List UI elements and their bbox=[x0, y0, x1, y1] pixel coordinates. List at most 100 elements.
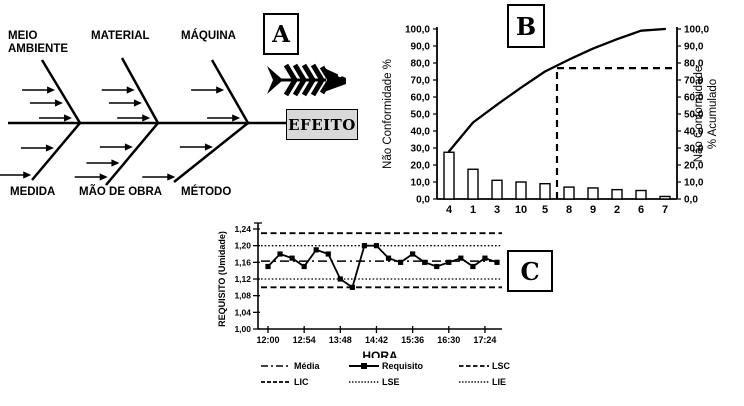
x-category-label: 6 bbox=[638, 204, 644, 216]
ishikawa-panel: MEIO AMBIENTE MATERIAL MÁQUINA MEDIDA MÃ… bbox=[0, 0, 375, 206]
legend-item-lse: LSE bbox=[349, 377, 459, 387]
cause-arrowhead bbox=[23, 171, 32, 179]
cause-label-mao-de-obra: MÃO DE OBRA bbox=[79, 186, 163, 198]
x-category-label: 10 bbox=[515, 204, 527, 216]
cause-arrowhead bbox=[45, 144, 54, 152]
panel-c-tag: C bbox=[507, 250, 553, 292]
y-tick-label-right: 10,0 bbox=[684, 178, 704, 189]
dotted-line-icon bbox=[349, 381, 379, 383]
pareto-bar bbox=[611, 188, 623, 200]
cause-arrowhead bbox=[63, 114, 72, 122]
data-point-marker bbox=[349, 284, 355, 290]
pareto-bar bbox=[587, 187, 599, 200]
y-tick-label: 1,24 bbox=[234, 224, 251, 234]
cause-label-medida: MEDIDA bbox=[10, 186, 56, 198]
cause-arrowhead bbox=[133, 99, 142, 107]
cause-arrowhead bbox=[142, 114, 151, 122]
fishbone-bone bbox=[210, 59, 250, 124]
legend-label-media: Média bbox=[294, 361, 320, 371]
x-category-label: 3 bbox=[494, 204, 500, 216]
pareto-bar bbox=[467, 168, 479, 200]
cause-arrowhead bbox=[167, 173, 176, 181]
x-tick-label: 14:42 bbox=[365, 335, 388, 345]
pareto-bar bbox=[443, 151, 455, 200]
data-point-marker bbox=[337, 276, 343, 282]
x-tick-label: 16:30 bbox=[437, 335, 460, 345]
data-point-marker bbox=[325, 251, 331, 257]
y-tick-label-right: 20,0 bbox=[684, 161, 704, 172]
control-chart-legend: Média Requisito LSC LIC bbox=[261, 361, 531, 387]
y-tick-label-right: 80,0 bbox=[684, 59, 704, 70]
cause-arrowhead bbox=[216, 86, 225, 94]
fishbone-bone bbox=[105, 122, 159, 186]
x-category-label: 5 bbox=[542, 204, 548, 216]
y-tick-label: 1,04 bbox=[234, 307, 251, 317]
data-point-marker bbox=[301, 263, 307, 270]
y-tick-label-left: 50,0 bbox=[411, 110, 431, 121]
y-tick-label-left: 70,0 bbox=[411, 76, 431, 87]
legend-label-lie: LIE bbox=[492, 377, 507, 387]
x-tick-label: 17:24 bbox=[473, 335, 496, 345]
y-tick-label-right: 30,0 bbox=[684, 144, 704, 155]
pareto-bar bbox=[515, 181, 527, 200]
right-axis-title-line1: Não Conformidade bbox=[693, 66, 705, 163]
legend-label-lse: LSE bbox=[382, 377, 400, 387]
cause-arrowhead bbox=[204, 143, 213, 151]
legend-label-lsc: LSC bbox=[492, 361, 510, 371]
y-tick-label-left: 40,0 bbox=[411, 127, 431, 138]
pareto-bar bbox=[659, 195, 671, 200]
x-category-label: 2 bbox=[614, 204, 620, 216]
cause-arrowhead bbox=[111, 159, 120, 167]
data-point-marker bbox=[313, 247, 319, 253]
control-chart-panel: 1,00 1,04 1,08 1,12 1,16 1,20 1,24 12:00 12:54 13… bbox=[185, 206, 625, 406]
fish-skeleton-icon bbox=[267, 63, 346, 97]
data-point-marker bbox=[373, 243, 380, 249]
data-point-marker bbox=[482, 255, 488, 261]
y-tick-label-left: 0,0 bbox=[416, 195, 430, 206]
cause-label-metodo: MÉTODO bbox=[181, 186, 232, 198]
legend-item-lsc: LSC bbox=[459, 361, 531, 371]
pareto-bar bbox=[563, 186, 575, 200]
dotted-line-icon bbox=[459, 381, 489, 383]
x-tick-label: 15:36 bbox=[401, 335, 424, 345]
legend-item-lie: LIE bbox=[459, 377, 531, 387]
data-point-marker bbox=[422, 259, 428, 265]
legend-label-requisito: Requisito bbox=[382, 361, 424, 371]
y-axis-title: REQUISITO (Umidade) bbox=[217, 231, 227, 327]
y-tick-label: 1,12 bbox=[234, 274, 251, 284]
right-axis-title-line2: % Acumulado bbox=[707, 79, 719, 149]
y-tick-label: 1,00 bbox=[234, 324, 251, 334]
data-point-marker bbox=[494, 259, 500, 265]
y-tick-label-right: 50,0 bbox=[684, 110, 704, 121]
pareto-bar bbox=[539, 182, 551, 200]
panel-b-tag: B bbox=[507, 4, 545, 48]
data-point-marker bbox=[410, 251, 416, 257]
control-chart: 1,00 1,04 1,08 1,12 1,16 1,20 1,24 12:00 12:54 13… bbox=[217, 222, 502, 358]
data-point-marker bbox=[265, 263, 271, 270]
data-point-marker bbox=[385, 255, 392, 261]
data-point-marker bbox=[470, 263, 476, 270]
solid-line-square-marker-icon bbox=[349, 363, 379, 369]
data-point-marker bbox=[361, 243, 368, 249]
cause-label-material: MATERIAL bbox=[91, 30, 150, 42]
y-tick-label-right: 60,0 bbox=[684, 93, 704, 104]
cause-arrowhead bbox=[232, 114, 241, 122]
data-point-marker bbox=[289, 255, 295, 261]
left-axis-title: Não Conformidade % bbox=[382, 59, 394, 169]
data-point-marker bbox=[434, 263, 440, 270]
y-tick-label-right: 100,0 bbox=[684, 25, 709, 36]
x-tick-label: 12:00 bbox=[256, 335, 279, 345]
y-tick-label: 1,08 bbox=[234, 291, 251, 301]
pareto-bar bbox=[491, 179, 503, 200]
cause-arrowhead bbox=[124, 143, 133, 151]
y-tick-label-left: 90,0 bbox=[411, 42, 431, 53]
x-tick-label: 13:48 bbox=[329, 335, 352, 345]
cause-arrowhead bbox=[126, 86, 135, 94]
cause-arrowhead bbox=[47, 86, 56, 94]
fishbone-bone bbox=[31, 122, 81, 181]
x-category-label: 9 bbox=[590, 204, 596, 216]
y-tick-label-left: 30,0 bbox=[411, 144, 431, 155]
legend-label-lic: LIC bbox=[294, 377, 309, 387]
x-axis-title: HORA bbox=[362, 349, 398, 358]
